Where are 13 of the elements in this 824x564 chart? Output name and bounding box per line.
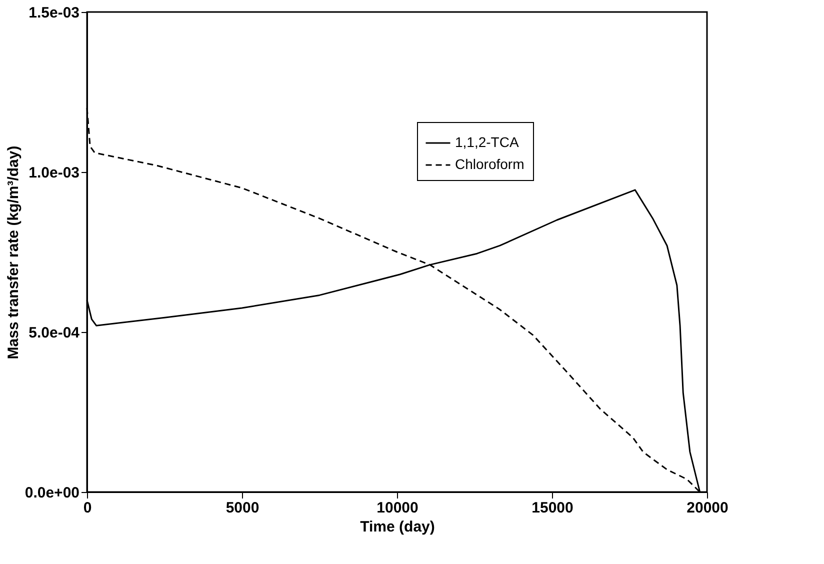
- x-tick-label: 0: [83, 500, 92, 516]
- y-tick-label: 5.0e-04: [28, 324, 80, 342]
- x-tick-label: 5000: [226, 500, 260, 516]
- y-tick-label: 1.5e-03: [28, 4, 80, 22]
- x-tick-label: 15000: [532, 500, 574, 516]
- x-tick-label: 10000: [376, 500, 418, 516]
- legend-label: Chloroform: [455, 156, 524, 172]
- y-tick-label: 0.0e+00: [24, 484, 80, 502]
- x-axis-title: Time (day): [360, 518, 435, 536]
- y-axis-title: Mass transfer rate (kg/m³/day): [4, 146, 22, 360]
- x-tick-label: 20000: [686, 500, 728, 516]
- y-tick-label: 1.0e-03: [28, 164, 80, 182]
- legend-label: 1,1,2-TCA: [455, 134, 520, 150]
